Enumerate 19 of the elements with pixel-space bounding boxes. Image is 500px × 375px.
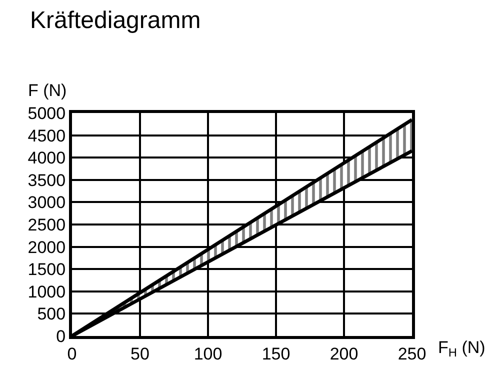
x-tick-label: 50	[130, 344, 150, 364]
y-tick-label: 1500	[28, 260, 66, 280]
y-tick-label: 1000	[28, 282, 66, 302]
y-tick-label: 5000	[28, 104, 66, 123]
y-tick-label: 3500	[28, 170, 66, 190]
y-tick-label: 4500	[28, 126, 66, 146]
x-axis-title: F$_{H}$ (N)	[438, 338, 486, 360]
y-tick-label: 3000	[28, 193, 66, 212]
x-tick-label: 200	[330, 344, 358, 364]
y-tick-label: 0	[56, 326, 66, 346]
y-tick-label: 2500	[28, 215, 66, 234]
x-tick-label: 100	[194, 344, 222, 364]
x-tick-label: 250	[398, 344, 426, 364]
y-tick-label: 2000	[28, 238, 66, 257]
y-tick-label: 4000	[28, 148, 66, 168]
y-axis-title: F (N)	[28, 81, 67, 100]
y-tick-label: 500	[37, 304, 66, 324]
x-tick-label: 150	[262, 344, 290, 364]
chart-title: Kräftediagramm	[30, 7, 201, 34]
